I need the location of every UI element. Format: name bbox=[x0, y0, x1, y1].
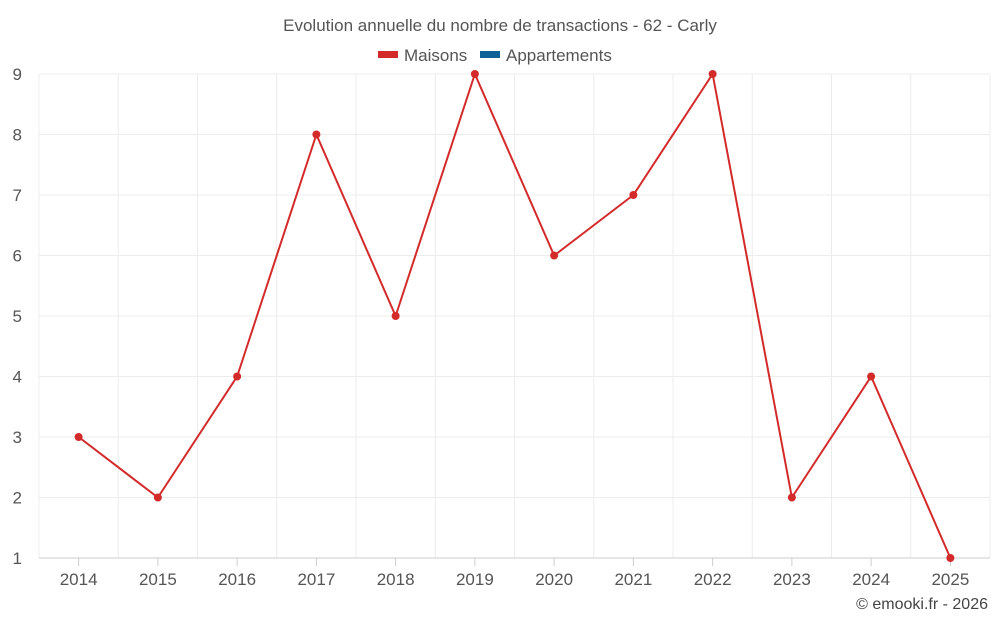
x-tick-label: 2018 bbox=[377, 570, 415, 589]
legend-item-appartements[interactable]: Appartements bbox=[480, 46, 612, 65]
data-point-2020[interactable] bbox=[550, 251, 559, 260]
grid bbox=[38, 73, 991, 559]
data-point-2018[interactable] bbox=[391, 312, 400, 320]
legend-swatch-appartements bbox=[480, 51, 500, 58]
x-tick-label: 2022 bbox=[694, 570, 732, 589]
legend-label-maisons: Maisons bbox=[404, 46, 467, 65]
legend-item-maisons[interactable]: Maisons bbox=[378, 46, 467, 65]
data-point-2024[interactable] bbox=[867, 372, 876, 381]
y-axis-ticks: 1 2 3 4 5 6 7 8 9 bbox=[13, 65, 22, 568]
y-tick-label: 2 bbox=[13, 489, 22, 508]
series-maisons bbox=[74, 70, 955, 562]
y-tick-label: 6 bbox=[13, 247, 22, 266]
data-point-2025[interactable] bbox=[946, 554, 955, 562]
data-point-2021[interactable] bbox=[629, 191, 638, 199]
data-point-2016[interactable] bbox=[233, 372, 242, 381]
data-point-2023[interactable] bbox=[787, 493, 796, 502]
x-tick-label: 2021 bbox=[614, 570, 652, 589]
x-tick-label: 2019 bbox=[456, 570, 494, 589]
chart-title: Evolution annuelle du nombre de transact… bbox=[283, 16, 717, 35]
x-tick-label: 2025 bbox=[931, 570, 969, 589]
y-tick-label: 7 bbox=[13, 186, 22, 205]
x-tick-label: 2015 bbox=[139, 570, 177, 589]
x-axis-ticks: 2014 2015 2016 2017 2018 2019 2020 2021 2022 2023… bbox=[60, 558, 969, 589]
y-tick-label: 4 bbox=[13, 368, 22, 387]
x-tick-label: 2020 bbox=[535, 570, 573, 589]
x-tick-label: 2016 bbox=[218, 570, 256, 589]
x-tick-label: 2014 bbox=[60, 570, 98, 589]
data-point-2019[interactable] bbox=[470, 70, 479, 78]
y-tick-label: 8 bbox=[13, 126, 22, 145]
data-point-2017[interactable] bbox=[312, 130, 321, 139]
x-tick-label: 2024 bbox=[852, 570, 890, 589]
y-tick-label: 1 bbox=[13, 549, 22, 568]
y-tick-label: 3 bbox=[13, 428, 22, 447]
x-tick-label: 2023 bbox=[773, 570, 811, 589]
credit-text: © emooki.fr - 2026 bbox=[856, 596, 988, 613]
legend: Maisons Appartements bbox=[378, 46, 612, 65]
y-tick-label: 9 bbox=[13, 65, 22, 84]
data-point-2014[interactable] bbox=[74, 433, 83, 441]
legend-label-appartements: Appartements bbox=[506, 46, 612, 65]
data-point-2022[interactable] bbox=[708, 70, 717, 78]
x-tick-label: 2017 bbox=[297, 570, 335, 589]
legend-swatch-maisons bbox=[378, 51, 398, 58]
y-tick-label: 5 bbox=[13, 307, 22, 326]
series-line-maisons bbox=[78, 73, 952, 559]
data-point-2015[interactable] bbox=[153, 493, 162, 502]
